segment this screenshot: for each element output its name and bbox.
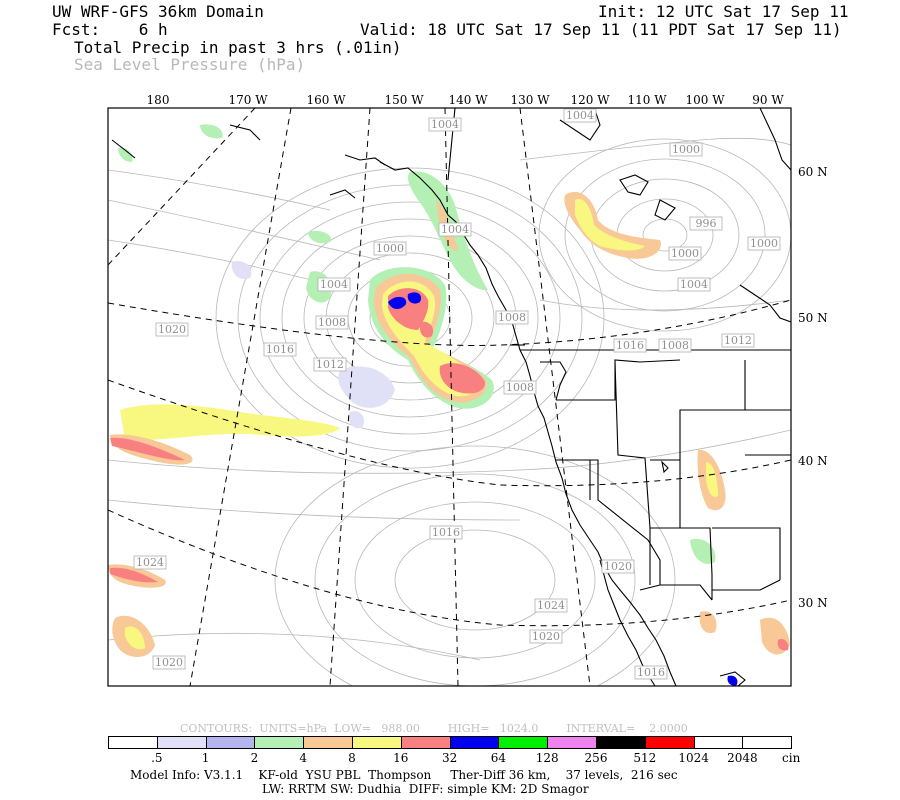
isobar-label: 1020 bbox=[158, 323, 186, 336]
scale-swatch bbox=[547, 736, 597, 749]
isobar-label: 1024 bbox=[136, 556, 164, 569]
scale-label: 1024 bbox=[678, 751, 709, 765]
scale-label: 1 bbox=[201, 751, 210, 765]
isobar-label: 1012 bbox=[316, 358, 344, 371]
isobar-label: 1000 bbox=[376, 242, 404, 255]
isobar-label: 1024 bbox=[537, 599, 565, 612]
scale-label: 8 bbox=[348, 751, 356, 765]
longitude-labels: 180 170 W 160 W 150 W 140 W 130 W 120 W 110 W 10… bbox=[147, 93, 785, 107]
isobar-label: 1004 bbox=[431, 118, 459, 131]
scale-swatch bbox=[693, 736, 744, 749]
scale-label: 256 bbox=[584, 751, 608, 765]
field-precip-label: Total Precip in past 3 hrs (.01in) bbox=[74, 38, 402, 57]
latitude-label: 30 N bbox=[798, 596, 828, 610]
scale-label: .5 bbox=[151, 751, 163, 765]
scale-swatch bbox=[352, 736, 402, 749]
latitude-label: 40 N bbox=[798, 454, 828, 468]
isobar-label: 1016 bbox=[616, 339, 644, 352]
model-title: UW WRF-GFS 36km Domain bbox=[52, 2, 264, 21]
scale-swatch bbox=[156, 736, 207, 749]
isobar-label: 1004 bbox=[441, 223, 469, 236]
coastlines-and-borders bbox=[111, 108, 791, 686]
longitude-label: 90 W bbox=[752, 93, 784, 107]
scale-swatch bbox=[449, 736, 500, 749]
isobar-label: 1020 bbox=[604, 560, 632, 573]
isobar-label: 1004 bbox=[680, 278, 708, 291]
scale-swatch bbox=[498, 736, 549, 749]
isobar-label: 1008 bbox=[498, 311, 526, 324]
isobar-label: 1000 bbox=[750, 237, 778, 250]
longitude-label: 100 W bbox=[685, 93, 725, 107]
isobar-label: 1016 bbox=[637, 666, 665, 679]
isobar-value-labels: 1004 1000 1004 1000 1004 1000 996 1000 1004 1004 1… bbox=[133, 108, 781, 680]
isobar-label: 1008 bbox=[318, 316, 346, 329]
scale-swatch bbox=[205, 736, 256, 749]
model-info-line1: Model Info: V3.1.1 KF-old YSU PBL Thomps… bbox=[130, 768, 678, 782]
isobar-label: 1008 bbox=[661, 339, 689, 352]
longitude-label: 120 W bbox=[570, 93, 610, 107]
scale-label: 4 bbox=[299, 751, 308, 765]
latitude-label: 60 N bbox=[798, 165, 828, 179]
longitude-label: 110 W bbox=[627, 93, 667, 107]
forecast-hour: Fcst: 6 h bbox=[52, 20, 168, 39]
map-frame bbox=[107, 107, 792, 687]
scale-swatch bbox=[742, 736, 793, 749]
scale-swatch bbox=[303, 736, 353, 749]
isobar-label: 1000 bbox=[671, 247, 699, 260]
isobar-label: 1020 bbox=[155, 656, 183, 669]
model-info-line2: LW: RRTM SW: Dudhia DIFF: simple KM: 2D … bbox=[262, 782, 589, 796]
scale-swatch bbox=[254, 736, 305, 749]
longitude-label: 180 bbox=[147, 93, 170, 107]
scale-swatch bbox=[644, 736, 695, 749]
isobar-label: 1000 bbox=[672, 143, 700, 156]
scale-label: 32 bbox=[441, 751, 458, 765]
scale-label: 64 bbox=[490, 751, 507, 765]
field-slp-label: Sea Level Pressure (hPa) bbox=[74, 55, 306, 74]
longitude-label: 130 W bbox=[510, 93, 550, 107]
longitude-label: 140 W bbox=[448, 93, 488, 107]
scale-label: 16 bbox=[393, 751, 409, 765]
scale-label: 128 bbox=[535, 751, 559, 765]
scale-swatch bbox=[400, 736, 451, 749]
scale-swatch bbox=[596, 736, 646, 749]
isobar-label: 1004 bbox=[320, 278, 348, 291]
scale-swatch bbox=[108, 736, 158, 749]
valid-time: Valid: 18 UTC Sat 17 Sep 11 (11 PDT Sat … bbox=[360, 20, 842, 39]
init-time: Init: 12 UTC Sat 17 Sep 11 bbox=[598, 2, 849, 21]
isobar-label: 1016 bbox=[266, 343, 294, 356]
longitude-label: 170 W bbox=[228, 93, 268, 107]
isobar-label: 1020 bbox=[532, 630, 560, 643]
latlon-graticule bbox=[108, 108, 791, 686]
isobar-label: 1016 bbox=[432, 526, 460, 539]
contour-info: CONTOURS: UNITS=hPa LOW= 988.00 HIGH= 10… bbox=[180, 722, 688, 735]
scale-label: 2048 bbox=[727, 751, 758, 765]
scale-label: 2 bbox=[250, 751, 259, 765]
latitude-labels: 60 N 50 N 40 N 30 N bbox=[798, 165, 828, 610]
isobar-label: 1008 bbox=[506, 381, 534, 394]
isobar-label: 1004 bbox=[566, 109, 594, 122]
scale-label: cin bbox=[782, 751, 801, 765]
scale-label: 512 bbox=[633, 751, 657, 765]
longitude-label: 150 W bbox=[384, 93, 424, 107]
isobar-label: 996 bbox=[696, 217, 717, 230]
latitude-label: 50 N bbox=[798, 311, 828, 325]
isobar-label: 1012 bbox=[724, 334, 752, 347]
longitude-label: 160 W bbox=[306, 93, 346, 107]
